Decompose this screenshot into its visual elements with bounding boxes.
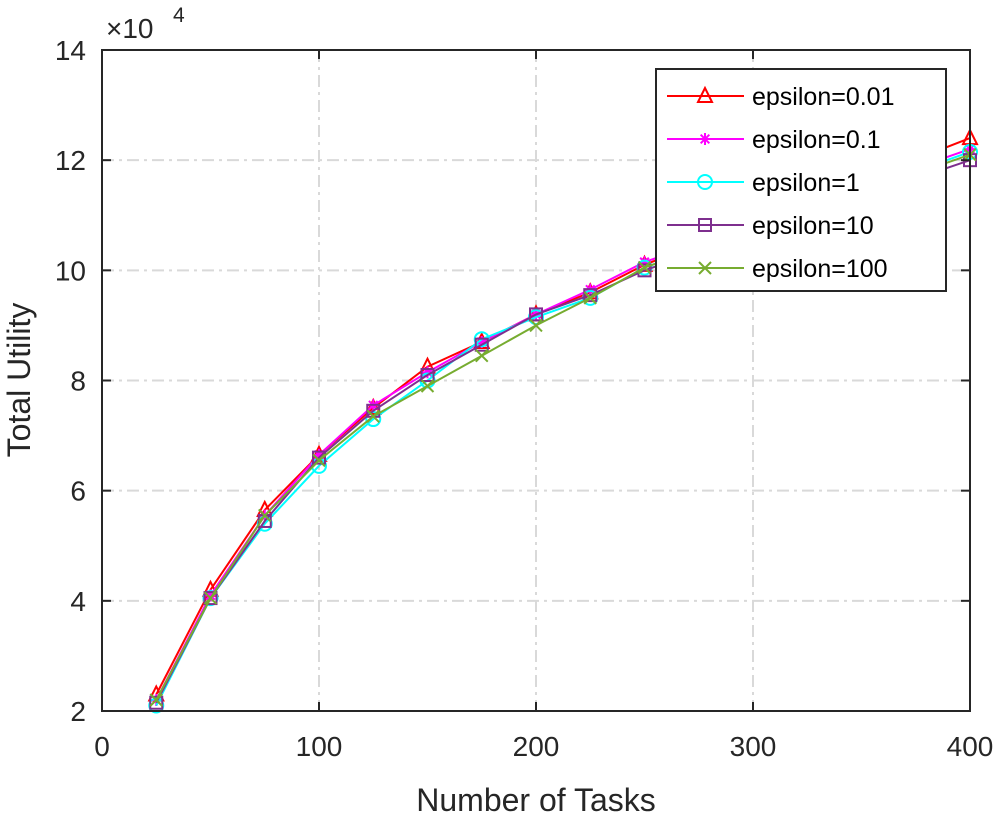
data-point-square bbox=[420, 367, 435, 382]
data-point-asterisk bbox=[421, 366, 434, 379]
data-point-triangle bbox=[364, 397, 382, 416]
data-point-x bbox=[203, 591, 218, 605]
x-tick-label: 400 bbox=[947, 731, 994, 762]
y-tick-label: 12 bbox=[55, 145, 86, 176]
data-point-asterisk bbox=[313, 448, 325, 461]
data-point-x bbox=[475, 349, 489, 363]
data-point-x bbox=[258, 508, 272, 523]
data-point-square bbox=[149, 695, 164, 710]
data-point-asterisk bbox=[475, 335, 488, 348]
legend-label: epsilon=1 bbox=[752, 169, 860, 197]
legend-item: epsilon=1 bbox=[667, 169, 860, 197]
data-point-square bbox=[203, 591, 218, 606]
y-tick-label: 4 bbox=[70, 586, 86, 617]
series-4 bbox=[149, 147, 977, 707]
data-point-x bbox=[312, 453, 326, 468]
y-tick-label: 8 bbox=[70, 366, 86, 397]
y-axis: 2 4 6 8 10 12 14 bbox=[55, 35, 970, 727]
y-axis-label: Total Utility bbox=[1, 303, 37, 458]
legend-box bbox=[655, 68, 947, 292]
legend-item: epsilon=100 bbox=[667, 255, 888, 283]
data-point-x bbox=[149, 693, 163, 707]
data-point-x bbox=[529, 318, 543, 333]
data-point-triangle bbox=[696, 85, 714, 103]
data-point-x bbox=[420, 379, 435, 393]
legend-item: epsilon=10 bbox=[667, 212, 874, 240]
data-point-asterisk bbox=[638, 256, 651, 269]
data-point-asterisk bbox=[699, 133, 711, 145]
x-tick-label: 200 bbox=[513, 731, 560, 762]
legend: epsilon=0.01 epsilon=0.1 epsilon=1 epsilon=… bbox=[655, 68, 947, 292]
x-tick-label: 100 bbox=[296, 731, 343, 762]
y-multiplier-base: ×10 bbox=[106, 13, 154, 44]
x-axis-label: Number of Tasks bbox=[416, 782, 656, 817]
data-point-square bbox=[698, 218, 712, 232]
data-point-x bbox=[366, 409, 380, 424]
legend-label: epsilon=10 bbox=[752, 212, 874, 240]
x-tick-label: 0 bbox=[94, 731, 110, 762]
data-point-x bbox=[637, 260, 652, 275]
legend-label: epsilon=0.01 bbox=[752, 83, 894, 111]
y-tick-label: 10 bbox=[55, 255, 86, 286]
series-layer bbox=[147, 127, 979, 714]
data-point-square bbox=[529, 307, 543, 322]
data-point-x bbox=[583, 291, 597, 305]
x-tick-label: 300 bbox=[730, 731, 777, 762]
y-multiplier-exponent: 4 bbox=[173, 4, 185, 27]
data-point-asterisk bbox=[204, 589, 217, 602]
data-point-circle bbox=[697, 174, 713, 190]
y-tick-label: 6 bbox=[70, 476, 86, 507]
legend-item: epsilon=0.01 bbox=[667, 83, 894, 111]
y-tick-label: 14 bbox=[55, 35, 86, 66]
y-tick-label: 2 bbox=[70, 696, 86, 727]
data-point-x bbox=[698, 261, 712, 275]
legend-label: epsilon=100 bbox=[752, 255, 888, 283]
legend-item: epsilon=0.1 bbox=[667, 126, 881, 154]
data-point-square bbox=[312, 450, 326, 465]
legend-label: epsilon=0.1 bbox=[752, 126, 881, 154]
data-point-square bbox=[474, 337, 489, 352]
x-axis: 0 100 200 300 400 bbox=[94, 50, 993, 762]
